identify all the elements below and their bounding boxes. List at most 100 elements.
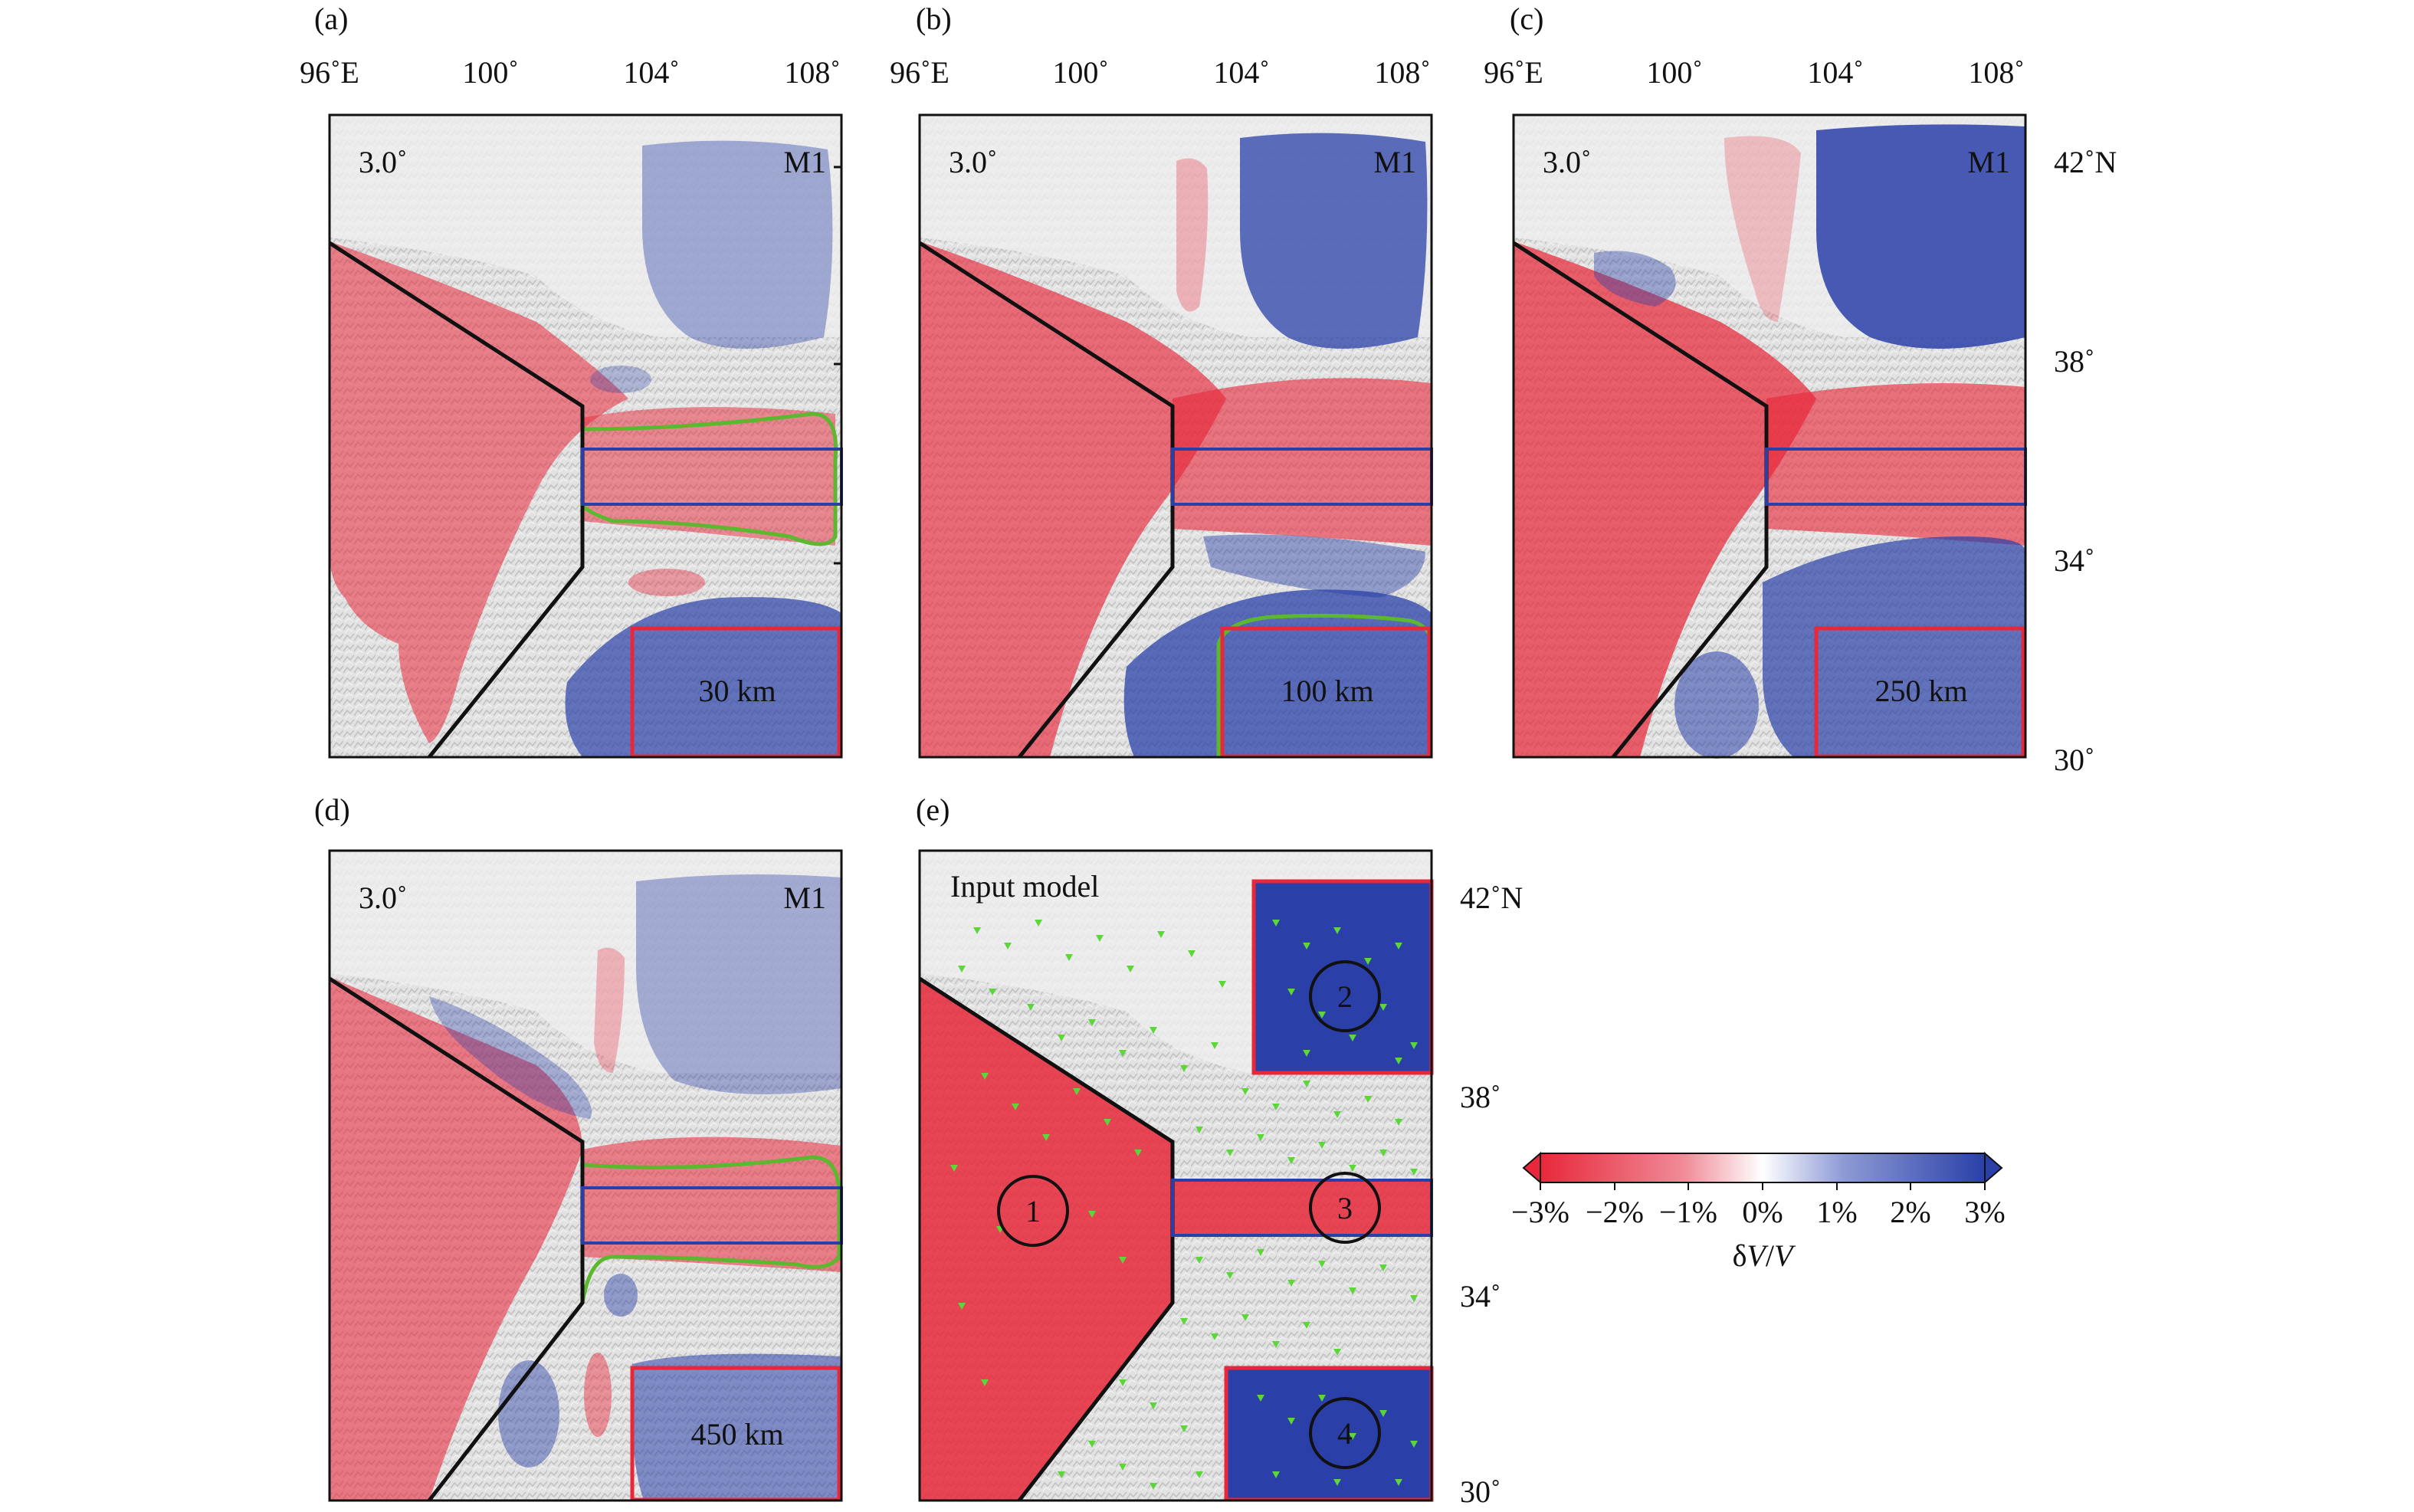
panel-label: (b) — [916, 2, 952, 36]
region-label-4: 4 — [1337, 1416, 1353, 1451]
model-label: M1 — [783, 881, 826, 915]
resolution-contour — [580, 1155, 841, 1304]
low-velocity-channel — [1173, 378, 1432, 546]
colorbar-tick: 3% — [1964, 1195, 2005, 1229]
input-low-velocity-block-1 — [920, 979, 1173, 1501]
high-velocity-anomaly-small — [1674, 651, 1759, 759]
lon-labels-a: 96˚E 100˚ 104˚ 108˚ — [300, 55, 841, 90]
colorbar-tick: 1% — [1816, 1195, 1857, 1229]
region-label-1: 1 — [1025, 1194, 1041, 1228]
relief-lowland — [330, 851, 841, 1073]
lat-label: 42˚N — [2054, 145, 2117, 179]
lon-label: 96˚E — [1484, 55, 1543, 90]
lon-label: 96˚E — [890, 55, 950, 90]
colorbar-label-v2: V — [1774, 1238, 1796, 1273]
colorbar: −3% −2% −1% 0% 1% 2% 3% δV/V — [1511, 1151, 2006, 1273]
input-high-velocity-block-2 — [1254, 881, 1432, 1073]
panel-frame — [328, 113, 843, 759]
high-velocity-anomaly-south — [1763, 536, 2025, 757]
panel-d: (d) 3.0˚ M1 450 km — [314, 792, 843, 1502]
lon-label: 108˚ — [1968, 55, 2024, 90]
panel-c: (c) 3.0˚ M1 250 km — [1510, 2, 2027, 759]
lon-label: 96˚E — [300, 55, 359, 90]
relief-lowland — [330, 115, 841, 337]
station-markers — [950, 920, 1418, 1490]
depth-label: 450 km — [690, 1417, 783, 1451]
lon-label: 104˚ — [1807, 55, 1863, 90]
grid-size-label: 3.0˚ — [1543, 145, 1591, 179]
depth-label: 250 km — [1874, 674, 1967, 708]
low-velocity-streak — [1724, 136, 1801, 322]
high-velocity-anomaly-west — [1594, 251, 1676, 307]
region-circle-4 — [1309, 1397, 1381, 1469]
panel-label: (a) — [314, 2, 348, 36]
high-velocity-anomaly-north — [1816, 124, 2025, 349]
region-label-3: 3 — [1337, 1191, 1353, 1225]
high-velocity-anomaly-small — [590, 366, 651, 393]
panel-frame — [328, 849, 843, 1502]
panel-label: (d) — [314, 792, 350, 827]
region-circle-1 — [997, 1175, 1069, 1247]
low-velocity-anomaly — [920, 241, 1226, 757]
panel-frame — [1512, 113, 2027, 759]
lat-label: 42˚N — [1460, 881, 1523, 915]
panel-a: (a) 3.0˚ M1 30 km — [314, 2, 843, 759]
depth-label: 30 km — [698, 674, 776, 708]
model-label: M1 — [783, 145, 826, 179]
lon-labels-c: 96˚E 100˚ 104˚ 108˚ — [1484, 55, 2025, 90]
lon-label: 104˚ — [623, 55, 679, 90]
region-circle-3 — [1309, 1172, 1381, 1244]
colorbar-label-delta: δ — [1733, 1238, 1747, 1273]
low-velocity-channel — [1766, 383, 2025, 546]
high-velocity-anomaly-small — [604, 1274, 638, 1317]
input-low-velocity-block-3 — [1173, 1180, 1432, 1235]
depth-label: 100 km — [1281, 674, 1373, 708]
low-velocity-streak — [594, 947, 625, 1073]
high-velocity-anomaly-north — [642, 140, 833, 349]
colorbar-tick: 0% — [1742, 1195, 1783, 1229]
high-velocity-anomaly-north — [636, 874, 841, 1094]
colorbar-label-v1: V — [1747, 1238, 1769, 1273]
resolution-contour — [581, 412, 838, 546]
colorbar-right-arrow — [1984, 1151, 2003, 1185]
high-velocity-anomaly-mid — [1203, 534, 1425, 598]
colorbar-tick: −3% — [1511, 1195, 1569, 1229]
panel-frame — [918, 113, 1433, 759]
lon-labels-b: 96˚E 100˚ 104˚ 108˚ — [890, 55, 1431, 90]
lat-label: 30˚ — [1460, 1474, 1501, 1509]
colorbar-tick: −2% — [1586, 1195, 1644, 1229]
high-velocity-anomaly-south — [565, 597, 841, 757]
high-velocity-anomaly-south — [1123, 589, 1432, 757]
region-label-2: 2 — [1337, 979, 1353, 1014]
low-velocity-streak — [1176, 158, 1209, 312]
low-velocity-channel — [582, 1136, 841, 1272]
lon-label: 108˚ — [784, 55, 840, 90]
input-high-velocity-block-4 — [1226, 1368, 1432, 1500]
low-velocity-anomaly — [330, 241, 628, 743]
lat-label: 38˚ — [1460, 1080, 1501, 1114]
input-model-title: Input model — [950, 869, 1099, 904]
model-label: M1 — [1373, 145, 1416, 179]
high-velocity-anomaly-north — [1240, 133, 1428, 349]
panel-frame — [918, 849, 1433, 1502]
lon-label: 108˚ — [1374, 55, 1430, 90]
colorbar-tick: 2% — [1890, 1195, 1930, 1229]
high-velocity-anomaly-south — [631, 1353, 841, 1501]
low-velocity-anomaly — [330, 977, 582, 1501]
lat-labels-bottom: 42˚N 38˚ 34˚ 30˚ — [1460, 881, 1523, 1509]
colorbar-gradient — [1540, 1153, 1986, 1183]
region-circle-2 — [1309, 960, 1381, 1032]
low-velocity-channel — [582, 407, 835, 546]
lon-label: 100˚ — [1646, 55, 1702, 90]
lat-label: 34˚ — [2054, 543, 2094, 578]
high-velocity-anomaly-small — [498, 1360, 559, 1468]
lon-label: 100˚ — [462, 55, 518, 90]
lon-label: 104˚ — [1213, 55, 1269, 90]
panel-e: (e) — [916, 792, 1434, 1502]
panel-label: (c) — [1510, 2, 1543, 36]
lat-label: 30˚ — [2054, 743, 2094, 777]
panel-label: (e) — [916, 792, 950, 827]
model-label: M1 — [1967, 145, 2010, 179]
low-velocity-anomaly-small — [628, 569, 705, 596]
grid-size-label: 3.0˚ — [359, 145, 407, 179]
